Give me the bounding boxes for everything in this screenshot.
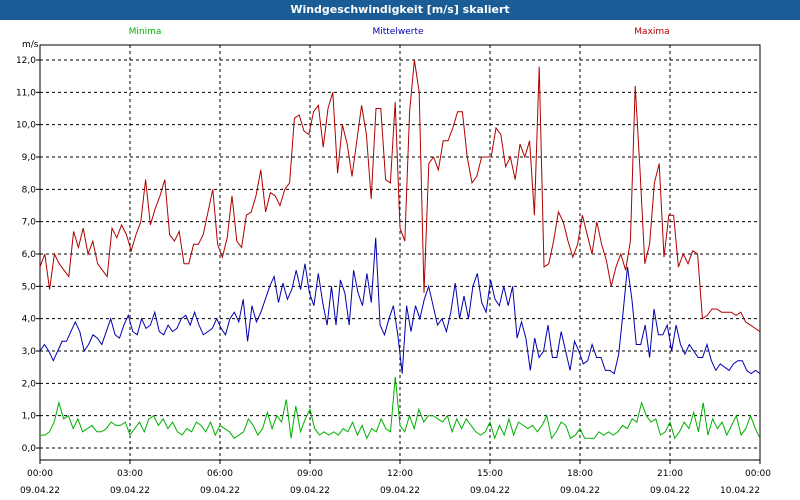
series-line-mittelwerte xyxy=(39,237,761,375)
x-tick-time: 09:00 xyxy=(297,469,323,479)
series-layer xyxy=(39,59,761,440)
x-tick-date: 09.04.22 xyxy=(650,486,690,496)
wind-speed-chart: 0,0 1,0 2,0 3,0 4,0 5,0 6,0 7,0 8,0 9,0 10,0 11,0 12… xyxy=(16,27,771,496)
y-tick-label: 6,0 xyxy=(22,250,37,260)
legend-item-maxima: Maxima xyxy=(634,27,669,37)
x-tick-time: 21:00 xyxy=(657,469,683,479)
y-axis: 0,0 1,0 2,0 3,0 4,0 5,0 6,0 7,0 8,0 9,0 10,0 11,0 12… xyxy=(16,56,40,454)
x-tick-date: 09.04.22 xyxy=(200,486,240,496)
x-tick-time: 03:00 xyxy=(117,469,143,479)
y-tick-label: 9,0 xyxy=(22,153,37,163)
y-tick-label: 10,0 xyxy=(16,121,36,131)
legend-item-minima: Minima xyxy=(129,27,162,37)
y-tick-label: 8,0 xyxy=(22,185,37,195)
y-tick-label: 2,0 xyxy=(22,379,37,389)
x-tick-time: 00:00 xyxy=(27,469,53,479)
x-tick-date: 09.04.22 xyxy=(290,486,330,496)
x-tick-date: 09.04.22 xyxy=(560,486,600,496)
y-tick-label: 1,0 xyxy=(22,412,37,422)
x-tick-time: 06:00 xyxy=(207,469,233,479)
y-tick-label: 5,0 xyxy=(22,282,37,292)
x-tick-date: 10.04.22 xyxy=(720,486,760,496)
x-tick-time: 15:00 xyxy=(477,469,503,479)
x-tick-date: 09.04.22 xyxy=(380,486,420,496)
y-tick-label: 12,0 xyxy=(16,56,36,66)
legend: Minima Mittelwerte Maxima xyxy=(129,27,670,37)
y-tick-label: 4,0 xyxy=(22,315,37,325)
y-tick-label: 0,0 xyxy=(22,444,37,454)
chart-title: Windgeschwindigkeit [m/s] skaliert xyxy=(0,0,800,20)
x-tick-time: 00:00 xyxy=(745,469,771,479)
y-axis-label: m/s xyxy=(22,40,39,50)
x-tick-date: 09.04.22 xyxy=(20,486,60,496)
y-tick-label: 3,0 xyxy=(22,347,37,357)
x-tick-date: 09.04.22 xyxy=(110,486,150,496)
series-line-maxima xyxy=(39,59,761,333)
x-tick-time: 18:00 xyxy=(567,469,593,479)
x-tick-time: 12:00 xyxy=(387,469,413,479)
y-tick-label: 11,0 xyxy=(16,88,36,98)
x-tick-date: 09.04.22 xyxy=(470,486,510,496)
grid xyxy=(40,45,760,460)
x-axis: 00:00 09.04.22 03:00 09.04.22 06:00 09.04.22 0… xyxy=(20,460,771,496)
series-line-minima xyxy=(40,376,761,440)
y-tick-label: 7,0 xyxy=(22,218,37,228)
plot-frame xyxy=(39,44,761,461)
legend-item-mittelwerte: Mittelwerte xyxy=(372,27,423,37)
